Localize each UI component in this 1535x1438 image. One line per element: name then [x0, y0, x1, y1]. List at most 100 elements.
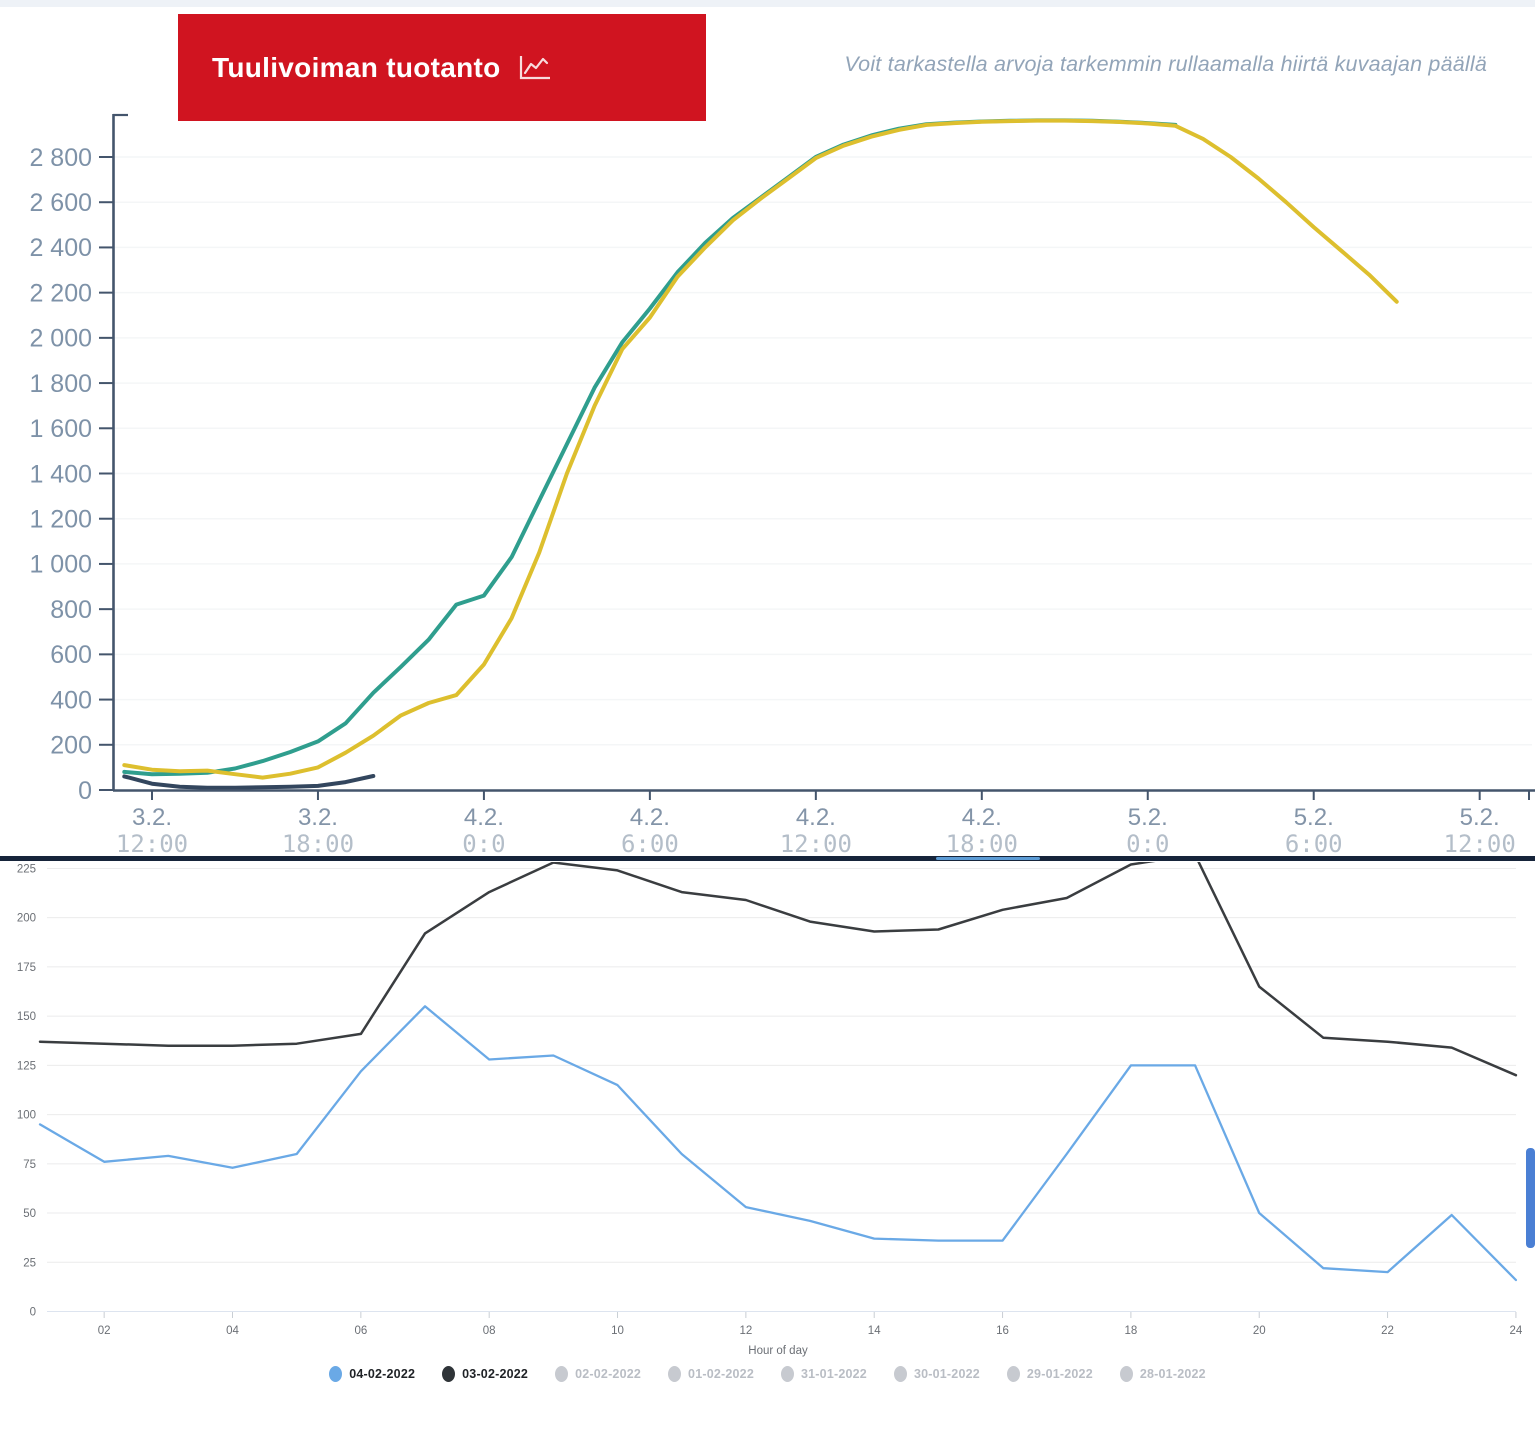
x-tick-time: 18:00: [282, 830, 354, 856]
legend-dot: [329, 1366, 343, 1382]
x-tick-time: 12:00: [780, 830, 852, 856]
legend-dot: [668, 1366, 682, 1382]
y-tick-label: 100: [17, 1110, 36, 1122]
x-tick-date: 5.2.: [1128, 804, 1168, 831]
x-tick-label: 04: [226, 1325, 239, 1337]
legend-item-04-02-2022[interactable]: 04-02-2022: [329, 1366, 415, 1382]
x-tick-label: 14: [868, 1325, 881, 1337]
bottom-gridlines: [47, 867, 1516, 1312]
series-04-02-2022: [38, 1005, 1518, 1282]
legend-label: 04-02-2022: [349, 1367, 416, 1381]
line-chart-icon: [519, 55, 550, 79]
series-ennuste-yellow: [122, 118, 1399, 780]
legend-item-02-02-2022[interactable]: 02-02-2022: [555, 1366, 641, 1382]
x-tick-date: 4.2.: [464, 804, 504, 831]
y-tick-label: 800: [50, 596, 92, 624]
hourly-comparison-chart[interactable]: 0 25 50 75 100 125 150 175 200 225 02 04 06 08 10 12 14 1…: [0, 857, 1535, 1360]
y-tick-label: 2 200: [29, 279, 92, 307]
page-title: Tuulivoiman tuotanto: [212, 51, 501, 83]
series-tuotanto-teal: [122, 118, 1178, 777]
x-tick-label: 24: [1510, 1325, 1523, 1337]
x-tick-label: 22: [1381, 1325, 1394, 1337]
y-tick-label: 200: [17, 913, 36, 925]
chart-hint-text: Voit tarkastella arvoja tarkemmin rullaa…: [844, 52, 1487, 76]
y-tick-label: 125: [17, 1060, 36, 1072]
wind-production-chart[interactable]: 0 200 400 600 800 1 000 1 200 1 400 1 600 1 800 2 …: [0, 0, 1535, 856]
x-tick-date: 3.2.: [298, 804, 338, 831]
x-tick-date: 3.2.: [132, 804, 172, 831]
x-tick-label: 18: [1124, 1325, 1137, 1337]
x-tick-date: 5.2.: [1294, 804, 1334, 831]
legend-dot: [555, 1366, 569, 1382]
x-tick-date: 4.2.: [796, 804, 836, 831]
top-axes: [112, 113, 1535, 792]
top-gridlines: [114, 156, 1532, 746]
legend-label: 01-02-2022: [688, 1367, 754, 1381]
y-tick-label: 1 000: [29, 551, 92, 579]
bottom-series: [38, 862, 1518, 1282]
x-tick-label: 20: [1253, 1325, 1266, 1337]
y-tick-label: 25: [23, 1257, 36, 1269]
y-tick-label: 1 200: [29, 505, 92, 533]
y-tick-label: 2 400: [29, 234, 92, 262]
legend-item-01-02-2022[interactable]: 01-02-2022: [668, 1366, 754, 1382]
y-tick-label: 0: [78, 777, 92, 805]
top-x-axis-labels: 3.2.12:003.2.18:004.2.0:04.2.6:004.2.12:…: [116, 790, 1530, 856]
series-lyhyt-navy: [122, 774, 376, 790]
x-tick-time: 12:00: [1444, 830, 1516, 856]
y-tick-label: 1 400: [29, 460, 92, 488]
legend-item-31-01-2022[interactable]: 31-01-2022: [781, 1366, 867, 1382]
x-tick-label: 02: [98, 1325, 111, 1337]
title-box: Tuulivoiman tuotanto: [178, 14, 706, 121]
y-tick-label: 200: [50, 732, 92, 760]
x-tick-date: 4.2.: [630, 804, 670, 831]
legend-dot: [781, 1366, 794, 1382]
top-y-axis-labels: 0 200 400 600 800 1 000 1 200 1 400 1 600 1 800 2 …: [29, 144, 113, 805]
legend-label: 28-01-2022: [1139, 1367, 1206, 1381]
y-tick-label: 2 000: [29, 325, 92, 353]
legend-dot: [1119, 1366, 1133, 1382]
legend-item-30-01-2022[interactable]: 30-01-2022: [893, 1366, 980, 1382]
scrollbar-thumb[interactable]: [1526, 1148, 1535, 1248]
x-tick-time: 6:00: [1285, 830, 1343, 856]
separator-highlight: [936, 857, 1040, 860]
y-tick-label: 2 800: [29, 144, 92, 172]
legend-item-29-01-2022[interactable]: 29-01-2022: [1006, 1366, 1093, 1382]
y-tick-label: 175: [17, 962, 36, 974]
x-tick-time: 6:00: [621, 830, 679, 856]
chart-legend: 04-02-2022 03-02-2022 02-02-2022 01-02-2022…: [0, 1366, 1535, 1382]
x-tick-label: 06: [354, 1325, 367, 1337]
legend-label: 31-01-2022: [801, 1367, 867, 1381]
legend-dot: [442, 1366, 456, 1382]
x-axis-title: Hour of day: [748, 1345, 808, 1357]
x-tick-label: 08: [483, 1325, 496, 1337]
y-tick-label: 0: [30, 1307, 36, 1319]
x-tick-label: 12: [739, 1325, 752, 1337]
x-tick-date: 5.2.: [1460, 804, 1500, 831]
legend-label: 29-01-2022: [1026, 1367, 1093, 1381]
y-tick-label: 2 600: [29, 189, 92, 217]
y-tick-label: 50: [23, 1208, 36, 1220]
legend-label: 30-01-2022: [913, 1367, 980, 1381]
y-tick-label: 600: [50, 641, 92, 669]
x-tick-time: 12:00: [116, 830, 188, 856]
y-tick-label: 150: [17, 1011, 36, 1023]
x-tick-time: 0:0: [1126, 830, 1169, 856]
x-tick-time: 18:00: [946, 830, 1018, 856]
bottom-y-axis-labels: 0 25 50 75 100 125 150 175 200 225: [17, 863, 36, 1318]
y-tick-label: 1 600: [29, 415, 92, 443]
top-strip: [0, 0, 1535, 7]
legend-dot: [893, 1366, 907, 1382]
legend-item-28-01-2022[interactable]: 28-01-2022: [1119, 1366, 1206, 1382]
x-tick-date: 4.2.: [962, 804, 1002, 831]
x-tick-label: 16: [996, 1325, 1009, 1337]
x-tick-label: 10: [611, 1325, 624, 1337]
legend-item-03-02-2022[interactable]: 03-02-2022: [442, 1366, 528, 1382]
panel-separator: [0, 856, 1535, 861]
top-series: [122, 118, 1399, 790]
bottom-x-axis-labels: 02 04 06 08 10 12 14 16 18 20 22 24 Hour of day: [98, 1312, 1523, 1357]
y-tick-label: 1 800: [29, 370, 92, 398]
y-tick-label: 75: [23, 1159, 36, 1171]
x-tick-time: 0:0: [462, 830, 505, 856]
